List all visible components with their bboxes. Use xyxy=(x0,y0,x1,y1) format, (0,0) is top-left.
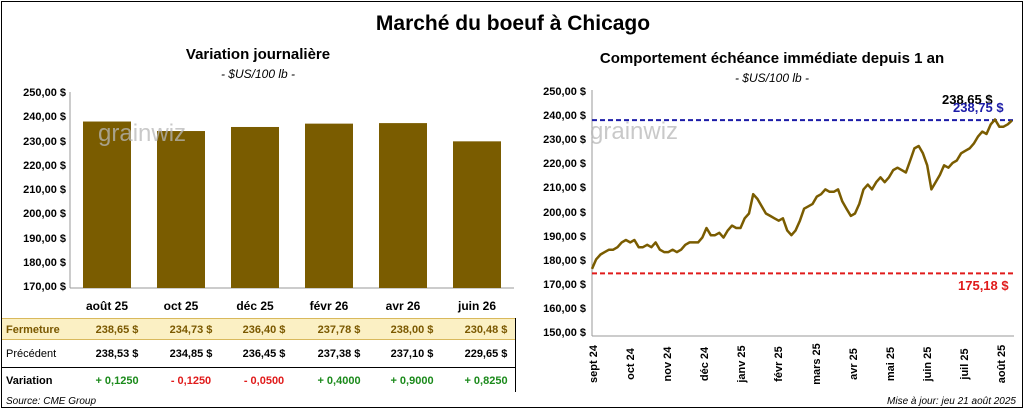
left-y-tick: 230,00 $ xyxy=(23,135,66,148)
right-y-tick: 160,00 $ xyxy=(543,302,586,315)
variation-cell: + 0,1250 xyxy=(95,375,139,387)
left-watermark: grainwiz xyxy=(98,120,187,147)
line-x-label: mai 25 xyxy=(884,346,897,382)
table-divider xyxy=(2,367,515,368)
right-watermark: grainwiz xyxy=(590,118,679,145)
left-y-tick: 220,00 $ xyxy=(23,159,66,172)
right-chart-unit: - $US/100 lb - xyxy=(734,71,810,85)
variation-cell: + 0,9000 xyxy=(390,375,434,387)
precedent-cell: 237,38 $ xyxy=(317,348,361,360)
variation-cell: - 0,0500 xyxy=(243,375,285,387)
line-x-label: avr 25 xyxy=(847,348,860,380)
bar-x-label: oct 25 xyxy=(163,299,199,313)
bar-x-label: déc 25 xyxy=(236,299,274,313)
table-row-precedent: Précédent 238,53 $ 234,85 $ 236,45 $ 237… xyxy=(2,343,515,365)
left-y-tick: 170,00 $ xyxy=(23,281,66,293)
footer-source: Source: CME Group xyxy=(6,396,97,407)
variation-cell: - 0,1250 xyxy=(170,375,212,387)
main-title: Marché du boeuf à Chicago xyxy=(375,12,651,35)
bar-x-label: juin 26 xyxy=(457,299,496,313)
line-x-label: oct 24 xyxy=(625,348,638,380)
fermeture-cell: 237,78 $ xyxy=(317,324,361,336)
footer-update: Mise à jour: jeu 21 août 2025 xyxy=(887,396,1016,407)
table-row-variation: Variation + 0,1250 - 0,1250 - 0,0500 + 0… xyxy=(2,370,515,392)
line-x-label: mars 25 xyxy=(810,343,823,385)
right-y-tick: 250,00 $ xyxy=(543,86,586,98)
bar-x-label: févr 26 xyxy=(309,299,349,313)
line-x-label: nov 24 xyxy=(662,346,675,382)
label-low: 175,18 $ xyxy=(958,278,1009,293)
left-y-tick: 180,00 $ xyxy=(23,256,66,269)
bar-x-label: août 25 xyxy=(85,299,128,313)
precedent-cell: 236,45 $ xyxy=(242,348,286,360)
line-x-label: août 25 xyxy=(996,344,1008,384)
line-x-label: déc 24 xyxy=(699,346,712,382)
right-chart-title: Comportement échéance immédiate depuis 1… xyxy=(599,50,945,67)
variation-cell: + 0,4000 xyxy=(317,375,361,387)
bar xyxy=(83,121,131,289)
right-y-tick: 190,00 $ xyxy=(543,230,586,243)
variation-cell: + 0,8250 xyxy=(464,375,508,387)
right-y-tick: 210,00 $ xyxy=(543,182,586,195)
price-line xyxy=(590,118,1013,270)
bar-chart xyxy=(69,92,514,289)
precedent-cell: 237,10 $ xyxy=(390,348,434,360)
left-chart-unit: - $US/100 lb - xyxy=(220,67,296,81)
label-high: 238,75 $ xyxy=(953,100,1004,115)
left-chart-title: Variation journalière xyxy=(185,46,331,63)
fermeture-cell: 230,48 $ xyxy=(464,324,508,336)
fermeture-cell: 234,73 $ xyxy=(169,324,213,336)
bar xyxy=(453,141,501,288)
precedent-cell: 234,85 $ xyxy=(169,348,213,360)
line-chart xyxy=(590,90,1014,337)
left-y-tick: 200,00 $ xyxy=(23,208,66,221)
right-y-tick: 180,00 $ xyxy=(543,254,586,267)
right-y-tick: 200,00 $ xyxy=(543,206,586,219)
right-y-tick: 240,00 $ xyxy=(543,110,586,123)
row-label-fermeture: Fermeture xyxy=(6,324,60,336)
line-x-label: juil 25 xyxy=(958,348,971,380)
precedent-cell: 238,53 $ xyxy=(95,348,139,360)
table-row-fermeture: Fermeture 238,65 $ 234,73 $ 236,40 $ 237… xyxy=(2,318,515,340)
right-y-tick: 230,00 $ xyxy=(543,134,586,147)
line-x-label: sept 24 xyxy=(588,345,600,383)
row-label-precedent: Précédent xyxy=(6,348,57,360)
right-y-tick: 220,00 $ xyxy=(543,158,586,171)
fermeture-cell: 238,00 $ xyxy=(390,324,434,336)
bar-x-label: avr 26 xyxy=(385,299,421,313)
right-y-tick: 170,00 $ xyxy=(543,278,586,291)
left-y-tick: 250,00 $ xyxy=(23,87,66,99)
left-y-tick: 190,00 $ xyxy=(23,232,66,245)
bar xyxy=(305,123,353,288)
bar xyxy=(231,126,279,288)
table-right-border xyxy=(515,318,516,392)
row-label-variation: Variation xyxy=(6,375,53,387)
precedent-cell: 229,65 $ xyxy=(464,348,508,360)
label-last-price: 238,65 $ xyxy=(942,92,993,107)
line-x-label: juin 25 xyxy=(921,346,934,382)
right-y-tick: 150,00 $ xyxy=(543,327,586,339)
line-x-label: janv 25 xyxy=(736,345,749,383)
left-y-tick: 240,00 $ xyxy=(23,111,66,124)
bar xyxy=(157,131,205,288)
bar xyxy=(379,123,427,288)
fermeture-cell: 238,65 $ xyxy=(95,324,139,336)
fermeture-cell: 236,40 $ xyxy=(242,324,286,336)
line-x-label: févr 25 xyxy=(773,346,786,382)
left-y-tick: 210,00 $ xyxy=(23,184,66,196)
